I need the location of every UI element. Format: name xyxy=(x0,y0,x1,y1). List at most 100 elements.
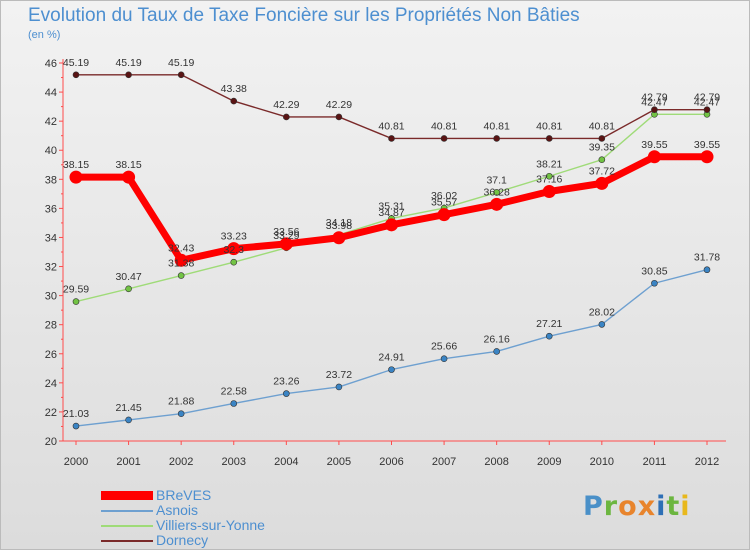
data-point-dornecy xyxy=(283,113,290,121)
data-label-villiers-sur-yonne: 39.35 xyxy=(589,142,615,154)
data-point-dornecy xyxy=(230,97,238,105)
data-label-asnois: 28.02 xyxy=(589,306,615,318)
data-label-villiers-sur-yonne: 35.31 xyxy=(378,200,404,212)
legend: BReVES Asnois Villiers-sur-Yonne Dornecy xyxy=(101,488,265,548)
data-label-asnois: 26.16 xyxy=(484,333,510,345)
data-label-asnois: 23.72 xyxy=(326,369,352,381)
data-label-dornecy: 42.79 xyxy=(641,92,667,104)
data-point-asnois xyxy=(230,400,238,407)
data-point-villiers-sur-yonne xyxy=(72,298,80,305)
data-label-villiers-sur-yonne: 33.29 xyxy=(273,230,299,242)
data-label-asnois: 24.91 xyxy=(378,352,404,364)
data-label-dornecy: 40.81 xyxy=(536,120,562,132)
data-label-villiers-sur-yonne: 36.02 xyxy=(431,190,457,202)
y-tick-label: 20 xyxy=(45,436,57,448)
data-label-breves: 38.15 xyxy=(115,159,141,171)
data-label-asnois: 27.21 xyxy=(536,318,562,330)
data-label-breves: 39.55 xyxy=(694,139,720,151)
data-label-villiers-sur-yonne: 38.21 xyxy=(536,158,562,170)
data-point-asnois xyxy=(493,348,500,355)
data-label-asnois: 25.66 xyxy=(431,341,457,353)
data-label-breves: 37.72 xyxy=(589,165,615,177)
x-tick-label: 2007 xyxy=(432,456,456,468)
data-point-dornecy xyxy=(72,71,80,79)
data-label-asnois: 31.78 xyxy=(694,252,720,264)
data-point-dornecy xyxy=(335,113,343,121)
y-axis-unit: (en %) xyxy=(28,29,61,41)
data-label-villiers-sur-yonne: 42.47 xyxy=(694,96,720,108)
y-tick-label: 34 xyxy=(45,232,57,244)
data-label-villiers-sur-yonne: 42.47 xyxy=(641,96,667,108)
proxiti-logo: Proxiti xyxy=(583,491,691,522)
x-tick-label: 2011 xyxy=(643,456,667,468)
data-point-breves xyxy=(647,150,661,164)
y-tick-label: 30 xyxy=(45,291,57,303)
data-label-asnois: 21.45 xyxy=(115,402,141,414)
legend-swatch xyxy=(101,524,153,527)
data-point-villiers-sur-yonne xyxy=(125,285,132,293)
data-label-villiers-sur-yonne: 34.18 xyxy=(326,217,352,229)
data-point-villiers-sur-yonne xyxy=(545,172,553,180)
legend-label: Villiers-sur-Yonne xyxy=(156,517,265,533)
data-point-asnois xyxy=(651,279,658,287)
data-point-dornecy xyxy=(125,71,132,79)
data-point-asnois xyxy=(388,366,395,373)
data-label-breves: 33.23 xyxy=(221,231,247,243)
data-point-asnois xyxy=(177,410,185,417)
data-point-dornecy xyxy=(440,135,448,142)
x-tick-label: 2002 xyxy=(169,456,193,468)
data-point-villiers-sur-yonne xyxy=(493,189,500,196)
chart-title: Evolution du Taux de Taxe Foncière sur l… xyxy=(28,5,580,26)
x-tick-label: 2003 xyxy=(222,456,246,468)
logo-letter: P xyxy=(583,491,604,522)
data-point-breves xyxy=(122,170,136,184)
logo-letter: r xyxy=(603,491,619,522)
data-label-dornecy: 45.19 xyxy=(168,57,194,69)
data-label-asnois: 21.03 xyxy=(63,408,89,420)
x-tick-label: 2004 xyxy=(274,456,298,468)
data-label-breves: 34.87 xyxy=(378,207,404,219)
legend-swatch xyxy=(101,509,153,512)
data-label-breves: 32.43 xyxy=(168,242,194,254)
logo-letter: i xyxy=(656,491,667,522)
data-label-breves: 33.98 xyxy=(326,220,352,232)
legend-swatch xyxy=(101,491,153,500)
data-point-dornecy xyxy=(598,135,606,142)
x-tick-label: 2012 xyxy=(695,456,719,468)
data-point-dornecy xyxy=(545,135,553,142)
data-point-dornecy xyxy=(651,106,658,113)
data-label-breves: 38.15 xyxy=(63,159,89,171)
data-point-breves xyxy=(542,185,556,199)
legend-item-breves: BReVES xyxy=(101,488,265,503)
data-point-breves xyxy=(700,150,714,164)
data-label-villiers-sur-yonne: 29.59 xyxy=(63,284,89,296)
data-point-breves xyxy=(490,197,504,211)
logo-letter: t xyxy=(666,491,681,522)
data-point-villiers-sur-yonne xyxy=(598,156,606,163)
y-tick-label: 24 xyxy=(45,378,57,390)
data-label-dornecy: 45.19 xyxy=(115,57,141,69)
data-label-asnois: 30.85 xyxy=(641,265,667,277)
data-label-breves: 37.16 xyxy=(536,174,562,186)
logo-letter: o xyxy=(618,491,638,522)
data-point-breves xyxy=(69,170,83,184)
legend-item-asnois: Asnois xyxy=(101,503,265,518)
data-point-asnois xyxy=(545,332,553,340)
legend-label: Asnois xyxy=(156,502,199,518)
data-label-dornecy: 40.81 xyxy=(484,120,510,132)
data-point-breves xyxy=(332,231,346,245)
data-label-dornecy: 40.81 xyxy=(431,120,457,132)
x-tick-label: 2001 xyxy=(116,456,140,468)
x-tick-label: 2009 xyxy=(537,456,561,468)
data-label-asnois: 21.88 xyxy=(168,396,194,408)
data-label-dornecy: 42.29 xyxy=(273,99,299,111)
data-label-dornecy: 40.81 xyxy=(378,120,404,132)
legend-item-villiers-sur-yonne: Villiers-sur-Yonne xyxy=(101,518,265,533)
data-label-villiers-sur-yonne: 32.3 xyxy=(224,244,245,256)
data-point-breves xyxy=(437,208,451,222)
y-tick-label: 32 xyxy=(45,262,57,274)
logo-letter: i xyxy=(680,491,691,522)
x-tick-label: 2010 xyxy=(590,456,614,468)
data-label-asnois: 22.58 xyxy=(221,385,247,397)
